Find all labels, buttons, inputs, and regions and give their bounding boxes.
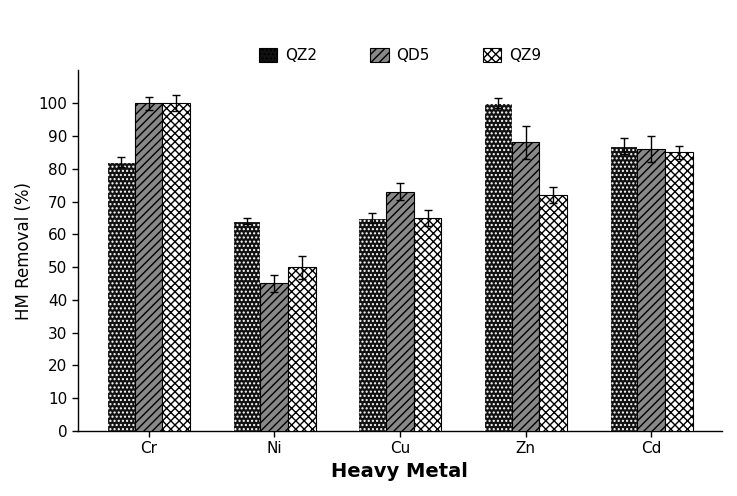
Y-axis label: HM Removal (%): HM Removal (%) — [15, 182, 33, 320]
Bar — [135, 103, 162, 431]
Bar — [107, 162, 135, 431]
Bar — [386, 191, 413, 431]
Bar — [638, 149, 665, 431]
Bar — [413, 218, 441, 431]
Bar — [511, 142, 539, 431]
Bar — [665, 152, 693, 431]
Bar — [233, 221, 260, 431]
Bar — [484, 103, 511, 431]
Bar — [358, 218, 386, 431]
X-axis label: Heavy Metal: Heavy Metal — [332, 462, 468, 481]
Bar — [609, 146, 638, 431]
Bar — [260, 284, 288, 431]
Bar — [162, 103, 190, 431]
Bar — [539, 195, 567, 431]
Bar — [288, 267, 315, 431]
Legend: QZ2, QD5, QZ9: QZ2, QD5, QZ9 — [253, 42, 547, 69]
